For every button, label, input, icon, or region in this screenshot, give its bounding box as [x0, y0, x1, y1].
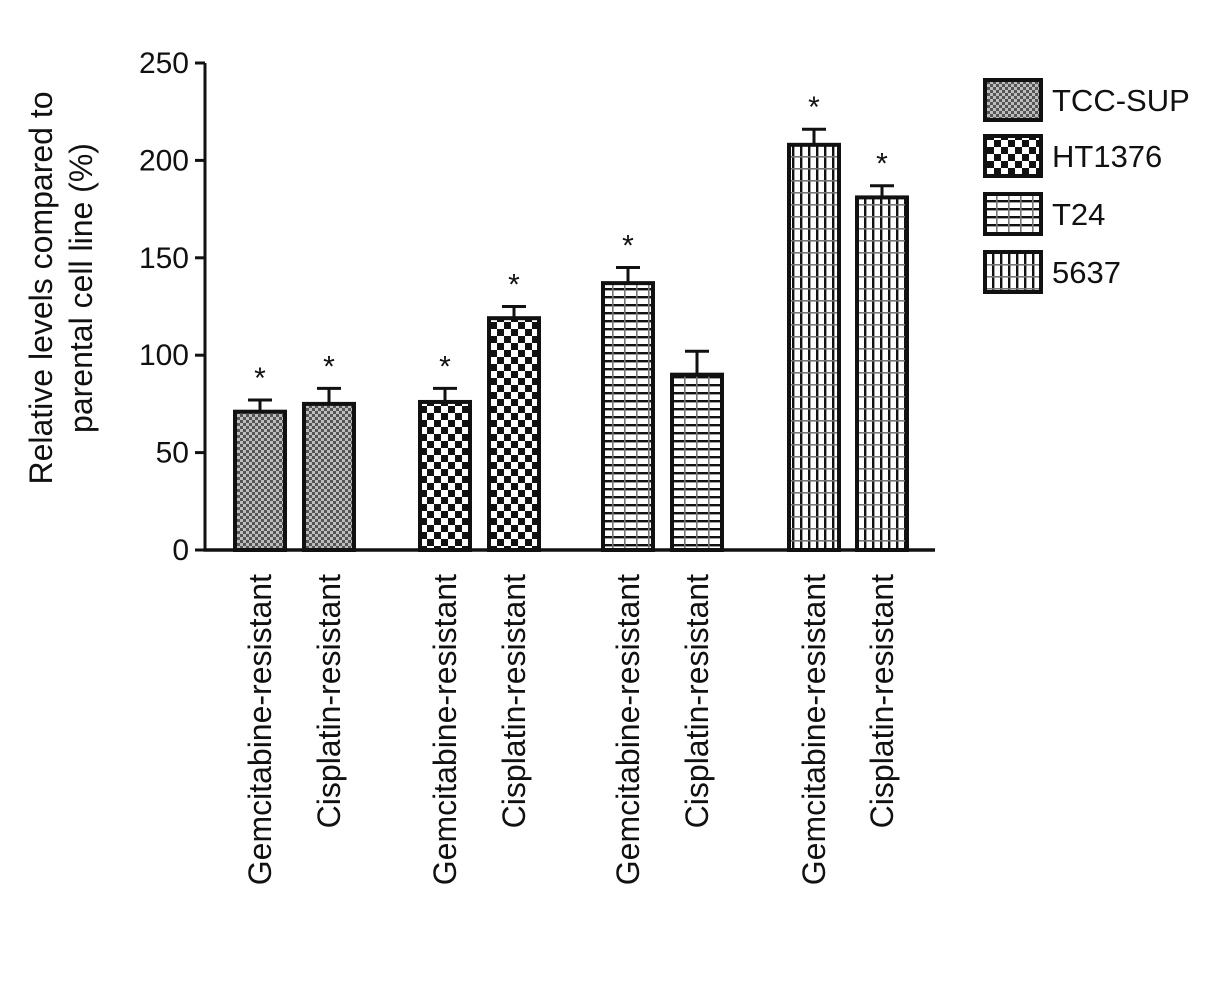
y-tick-label: 250: [139, 47, 189, 80]
significance-star: *: [808, 91, 820, 124]
legend-label: 5637: [1052, 255, 1121, 290]
x-tick-label: Cisplatin-resistant: [864, 574, 900, 828]
legend-swatch: [983, 78, 1043, 122]
significance-star: *: [323, 350, 335, 383]
legend-swatch: [983, 134, 1043, 178]
y-axis-title: Relative levels compared to parental cell…: [23, 91, 99, 484]
y-axis: 0 50 100 150 200 250: [139, 47, 207, 567]
bar: [787, 142, 841, 552]
bars: [233, 142, 909, 553]
y-tick-label: 100: [139, 339, 189, 372]
bar: [670, 372, 724, 552]
category-labels: Gemcitabine-resistant Cisplatin-resistant…: [242, 574, 900, 885]
y-axis-title-line: parental cell line (%): [63, 143, 99, 433]
error-bars: [248, 127, 894, 412]
bar: [487, 316, 541, 552]
legend-swatch: [983, 192, 1043, 236]
bar: [855, 195, 909, 553]
significance-star: *: [622, 230, 634, 263]
y-tick-label: 150: [139, 242, 189, 275]
x-tick-label: Gemcitabine-resistant: [427, 574, 463, 885]
bar: [233, 409, 287, 552]
legend-label: HT1376: [1052, 139, 1162, 174]
significance-star: *: [508, 269, 520, 302]
y-axis-title-line: Relative levels compared to: [23, 91, 59, 484]
bar: [302, 401, 356, 552]
legend: TCC-SUP HT1376 T24 5637: [983, 78, 1190, 294]
significance-star: *: [254, 362, 266, 395]
bar: [418, 399, 472, 552]
legend-label: TCC-SUP: [1052, 83, 1190, 118]
y-tick-label: 200: [139, 144, 189, 177]
y-tick-label: 0: [172, 534, 189, 567]
legend-swatch: [983, 250, 1043, 294]
x-tick-label: Gemcitabine-resistant: [610, 574, 646, 885]
y-tick-label: 50: [156, 437, 189, 470]
significance-markers: * * * * * * *: [254, 91, 888, 395]
x-tick-label: Cisplatin-resistant: [679, 574, 715, 828]
significance-star: *: [439, 350, 451, 383]
significance-star: *: [876, 148, 888, 181]
x-tick-label: Cisplatin-resistant: [496, 574, 532, 828]
x-tick-label: Gemcitabine-resistant: [796, 574, 832, 885]
x-tick-label: Gemcitabine-resistant: [242, 574, 278, 885]
x-tick-label: Cisplatin-resistant: [311, 574, 347, 828]
bar: [601, 281, 655, 552]
legend-label: T24: [1052, 197, 1105, 232]
